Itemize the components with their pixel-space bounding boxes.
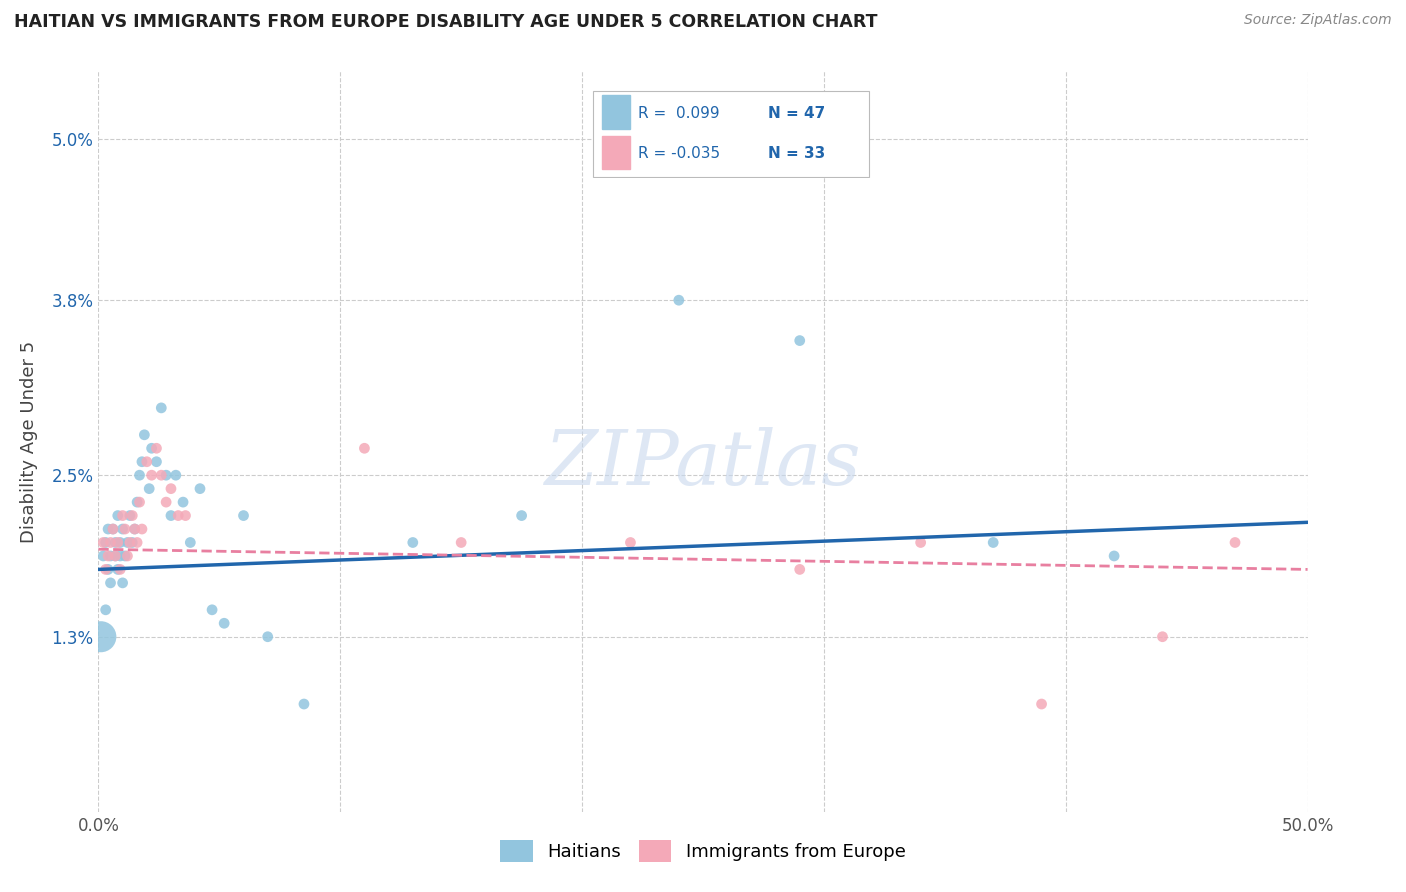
Legend: Haitians, Immigrants from Europe: Haitians, Immigrants from Europe	[494, 833, 912, 870]
Point	[104, 535, 127, 549]
Point	[201, 603, 224, 617]
Point	[117, 535, 139, 549]
Point	[179, 535, 201, 549]
Point	[145, 455, 167, 469]
Text: R = -0.035: R = -0.035	[638, 146, 720, 161]
Point	[135, 455, 157, 469]
Point	[789, 562, 811, 576]
Point	[97, 562, 120, 576]
Point	[172, 495, 194, 509]
Point	[668, 293, 690, 308]
Point	[134, 427, 156, 442]
Point	[155, 468, 177, 483]
Bar	[602, 95, 630, 129]
Point	[165, 468, 187, 483]
Point	[104, 549, 127, 563]
Point	[174, 508, 197, 523]
Point	[101, 522, 124, 536]
Point	[94, 535, 117, 549]
Point	[127, 495, 149, 509]
Point	[107, 562, 129, 576]
Text: R =  0.099: R = 0.099	[638, 106, 720, 120]
Point	[128, 495, 150, 509]
Point	[141, 442, 163, 456]
Point	[107, 535, 129, 549]
Point	[108, 549, 131, 563]
Point	[97, 549, 120, 563]
Bar	[602, 136, 630, 169]
Point	[232, 508, 254, 523]
Point	[94, 562, 117, 576]
Point	[94, 603, 117, 617]
Point	[97, 522, 120, 536]
Point	[450, 535, 472, 549]
Point	[108, 562, 131, 576]
Point	[121, 535, 143, 549]
Point	[292, 697, 315, 711]
Point	[111, 508, 134, 523]
Point	[160, 508, 183, 523]
Point	[128, 468, 150, 483]
Point	[981, 535, 1004, 549]
Point	[256, 630, 278, 644]
Point	[100, 535, 122, 549]
Point	[1031, 697, 1053, 711]
Text: N = 33: N = 33	[768, 146, 825, 161]
Point	[111, 575, 134, 590]
Point	[155, 495, 177, 509]
Point	[108, 535, 131, 549]
Point	[104, 549, 127, 563]
Point	[107, 508, 129, 523]
Point	[145, 442, 167, 456]
Point	[160, 482, 183, 496]
Point	[117, 549, 139, 563]
Point	[1223, 535, 1246, 549]
Point	[138, 482, 160, 496]
Point	[131, 455, 153, 469]
Point	[114, 549, 136, 563]
Point	[510, 508, 533, 523]
Point	[118, 508, 141, 523]
Text: Source: ZipAtlas.com: Source: ZipAtlas.com	[1244, 13, 1392, 28]
Point	[212, 616, 235, 631]
Point	[118, 535, 141, 549]
Point	[619, 535, 641, 549]
Point	[150, 401, 173, 415]
Point	[124, 522, 146, 536]
Point	[101, 522, 124, 536]
Point	[188, 482, 211, 496]
Point	[100, 549, 122, 563]
Point	[90, 630, 112, 644]
Point	[91, 535, 114, 549]
Point	[353, 442, 375, 456]
Point	[91, 549, 114, 563]
Point	[100, 575, 122, 590]
Point	[141, 468, 163, 483]
Y-axis label: Disability Age Under 5: Disability Age Under 5	[20, 341, 38, 542]
Point	[111, 522, 134, 536]
Point	[1152, 630, 1174, 644]
FancyBboxPatch shape	[593, 91, 869, 177]
Point	[121, 508, 143, 523]
Point	[910, 535, 932, 549]
Point	[150, 468, 173, 483]
Point	[402, 535, 425, 549]
Point	[131, 522, 153, 536]
Point	[114, 522, 136, 536]
Point	[1102, 549, 1125, 563]
Text: ZIPatlas: ZIPatlas	[544, 426, 862, 500]
Point	[127, 535, 149, 549]
Point	[124, 522, 146, 536]
Text: N = 47: N = 47	[768, 106, 825, 120]
Point	[167, 508, 190, 523]
Point	[789, 334, 811, 348]
Text: HAITIAN VS IMMIGRANTS FROM EUROPE DISABILITY AGE UNDER 5 CORRELATION CHART: HAITIAN VS IMMIGRANTS FROM EUROPE DISABI…	[14, 13, 877, 31]
